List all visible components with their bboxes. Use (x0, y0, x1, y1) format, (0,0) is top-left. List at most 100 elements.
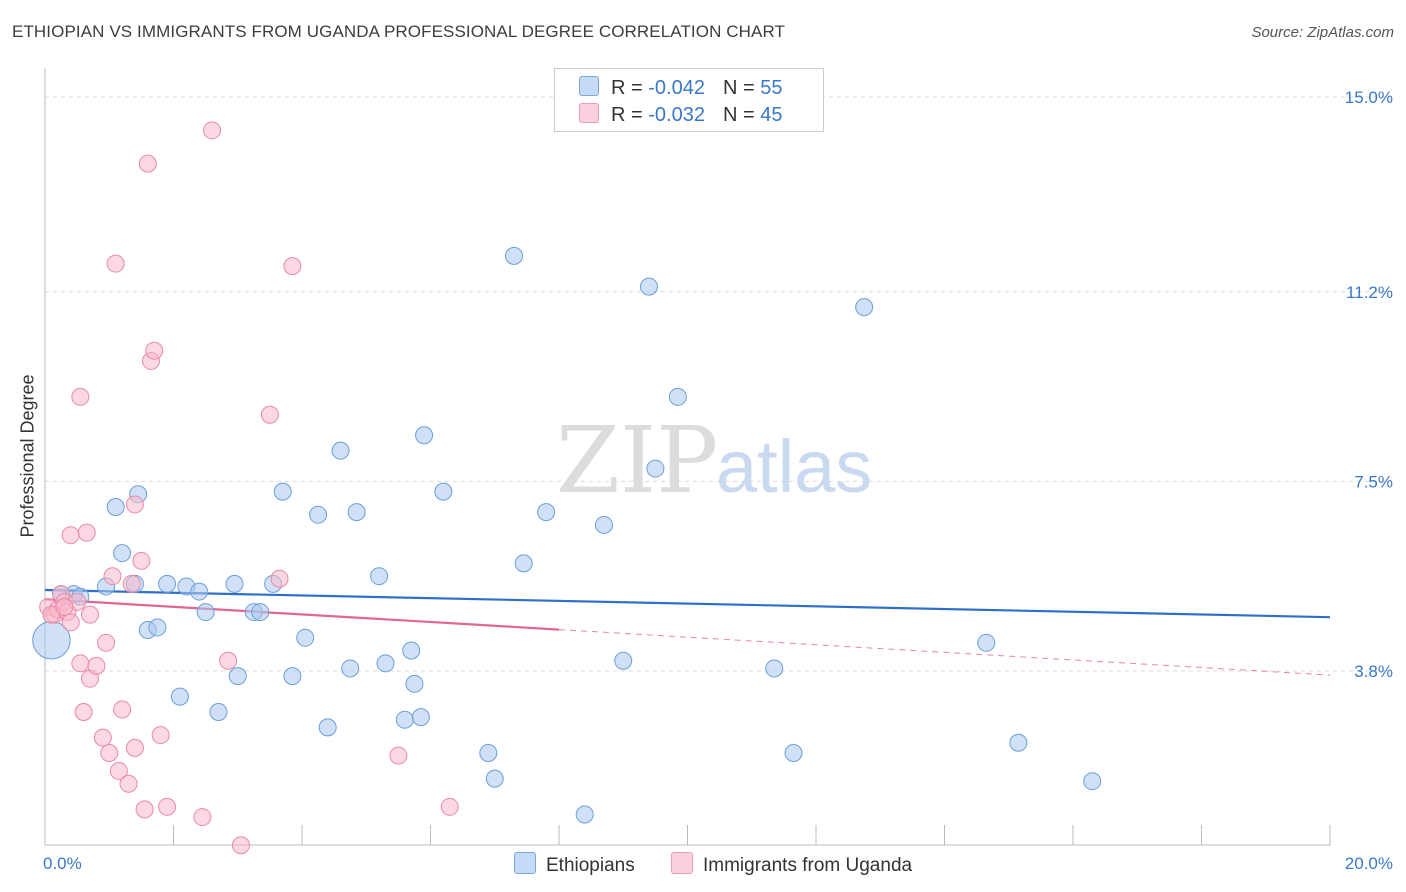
data-point (148, 618, 167, 637)
data-point (639, 277, 658, 296)
data-point (225, 574, 244, 593)
legend-n-label: N = (722, 77, 761, 99)
data-point (479, 744, 498, 762)
y-tick-label: 7.5% (1354, 472, 1393, 491)
data-point (203, 121, 222, 140)
data-point (193, 808, 212, 827)
watermark: ZIP atlas (556, 407, 872, 514)
data-point (1083, 772, 1102, 791)
legend-n-value: 55 (760, 77, 783, 99)
data-point (283, 257, 302, 276)
axes (44, 68, 1331, 846)
legend-r-value: -0.042 (648, 77, 705, 99)
trend-line (44, 588, 1331, 619)
data-point (231, 836, 250, 855)
data-point (71, 654, 90, 673)
data-point (93, 728, 112, 747)
y-tick-label: 3.8% (1354, 662, 1393, 681)
data-point (347, 503, 366, 522)
series-ethiopians (32, 246, 1102, 824)
data-point (318, 718, 337, 737)
series-label-uganda: Immigrants from Uganda (703, 855, 913, 876)
legend-swatch-ethiopians (579, 76, 599, 96)
data-point (145, 341, 164, 360)
data-point (402, 641, 421, 660)
series-swatch-uganda (671, 852, 693, 874)
data-point (341, 659, 360, 678)
data-point (125, 495, 144, 514)
data-point (151, 726, 170, 745)
legend-n-value: 45 (760, 104, 783, 126)
trend-line-extension (558, 629, 1331, 676)
data-point (132, 551, 151, 570)
data-point (260, 405, 279, 424)
data-point (113, 544, 132, 563)
series-swatch-ethiopians (514, 852, 536, 874)
data-point (405, 674, 424, 693)
data-point (514, 554, 533, 573)
data-point (1009, 733, 1028, 752)
data-point (209, 703, 228, 721)
watermark-atlas: atlas (716, 425, 872, 508)
data-point (485, 769, 504, 788)
data-point (415, 426, 434, 445)
source-label: Source: ZipAtlas.com (1251, 24, 1394, 41)
data-point (138, 154, 157, 173)
data-point (376, 654, 395, 673)
data-point (440, 797, 459, 816)
trend-line (44, 598, 560, 631)
data-point (158, 797, 177, 816)
data-point (109, 761, 128, 780)
series-legend-uganda: Immigrants from Uganda (671, 852, 912, 877)
data-point (575, 805, 594, 824)
legend-swatch-uganda (579, 103, 599, 123)
data-point (594, 515, 613, 534)
chart-title: ETHIOPIAN VS IMMIGRANTS FROM UGANDA PROF… (12, 22, 786, 41)
data-point (395, 710, 414, 729)
data-point (251, 603, 270, 622)
data-point (103, 567, 122, 586)
data-point (784, 744, 803, 762)
data-point (80, 605, 99, 624)
data-point (505, 246, 524, 265)
x-tick-label: 20.0% (1345, 854, 1393, 873)
watermark-zip: ZIP (556, 407, 718, 514)
gridlines (45, 96, 1392, 672)
legend-r-label: R = (611, 77, 649, 99)
series-label-ethiopians: Ethiopians (546, 855, 635, 876)
data-point (135, 800, 154, 819)
data-point (55, 597, 74, 616)
data-point (97, 633, 116, 652)
legend-row-uganda: R = -0.032 N = 45 (579, 103, 782, 129)
data-point (309, 505, 328, 524)
data-point (61, 526, 80, 545)
legend-r-value: -0.032 (648, 104, 705, 126)
data-point (106, 498, 125, 516)
data-point (331, 441, 350, 460)
series-uganda (39, 121, 459, 855)
legend-r-label: R = (611, 104, 649, 126)
data-point (125, 738, 144, 757)
data-point (119, 774, 138, 793)
data-point (170, 687, 189, 706)
data-point (370, 567, 389, 586)
data-point (77, 523, 96, 542)
data-point (87, 656, 106, 675)
data-point (158, 574, 177, 593)
data-point (668, 387, 687, 406)
data-point (270, 569, 289, 588)
data-point (100, 744, 119, 762)
data-point (219, 651, 238, 670)
data-point (106, 254, 125, 273)
data-point (855, 298, 874, 317)
legend-row-ethiopians: R = -0.042 N = 55 (579, 76, 782, 102)
y-tick-label: 15.0% (1345, 88, 1393, 107)
data-point (196, 603, 215, 622)
correlation-legend: R = -0.042 N = 55 R = -0.032 N = 45 (554, 68, 824, 132)
data-point (389, 746, 408, 765)
data-point (113, 700, 132, 719)
data-point (122, 574, 141, 593)
x-tick-label: 0.0% (43, 854, 82, 873)
trend-lines (44, 588, 1331, 676)
